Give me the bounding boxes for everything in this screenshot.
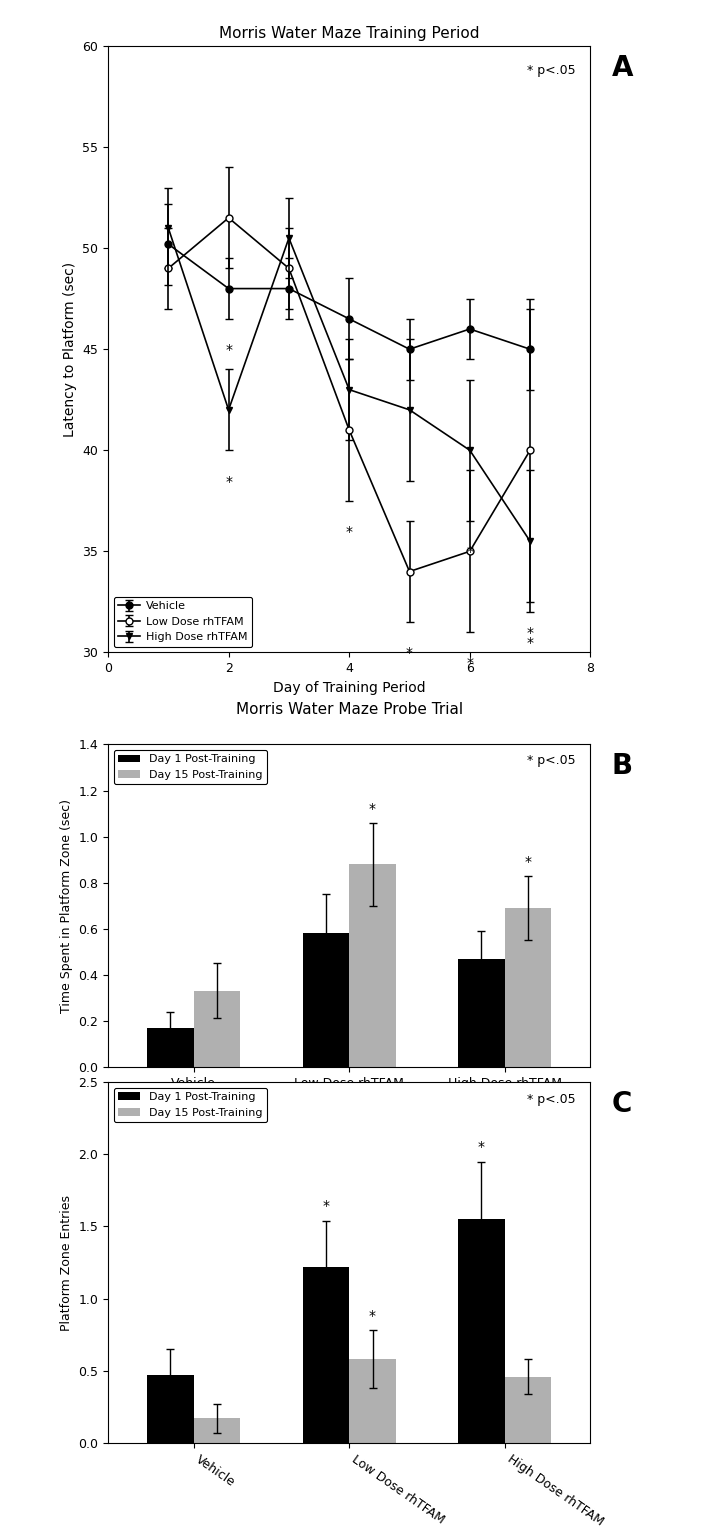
Text: * p<.05: * p<.05 [527, 64, 576, 77]
Bar [302, 933, 349, 1067]
Legend: Vehicle, Low Dose rhTFAM, High Dose rhTFAM: Vehicle, Low Dose rhTFAM, High Dose rhTF… [114, 597, 252, 646]
Bar [194, 1418, 240, 1443]
Bar [147, 1375, 194, 1443]
Text: *: * [323, 1199, 329, 1214]
X-axis label: Day of Training Period: Day of Training Period [273, 680, 426, 695]
Y-axis label: Time Spent in Platform Zone (sec): Time Spent in Platform Zone (sec) [60, 798, 73, 1013]
Text: *: * [346, 525, 353, 539]
Text: *: * [225, 344, 232, 358]
Text: * p<.05: * p<.05 [527, 1093, 576, 1107]
Legend: Day 1 Post-Training, Day 15 Post-Training: Day 1 Post-Training, Day 15 Post-Trainin… [114, 751, 267, 784]
Text: *: * [369, 1309, 376, 1323]
Bar [147, 1028, 194, 1067]
Bar [302, 1266, 349, 1443]
Text: * p<.05: * p<.05 [527, 754, 576, 768]
Bar [505, 1377, 552, 1443]
Bar [458, 958, 505, 1067]
Text: *: * [369, 801, 376, 817]
Text: *: * [406, 646, 413, 660]
Text: *: * [526, 635, 534, 651]
Legend: Day 1 Post-Training, Day 15 Post-Training: Day 1 Post-Training, Day 15 Post-Trainin… [114, 1088, 267, 1122]
Text: *: * [526, 626, 534, 640]
Y-axis label: Platform Zone Entries: Platform Zone Entries [60, 1194, 73, 1331]
Text: B: B [612, 752, 633, 780]
Text: *: * [467, 657, 473, 671]
Text: C: C [612, 1090, 632, 1117]
Bar [458, 1219, 505, 1443]
Y-axis label: Latency to Platform (sec): Latency to Platform (sec) [63, 261, 77, 437]
Title: Morris Water Maze Training Period: Morris Water Maze Training Period [219, 26, 480, 41]
Text: *: * [525, 855, 531, 869]
Text: *: * [467, 545, 473, 559]
Bar [349, 864, 396, 1067]
Text: Morris Water Maze Probe Trial: Morris Water Maze Probe Trial [235, 703, 463, 717]
Bar [349, 1358, 396, 1443]
Text: *: * [478, 1141, 485, 1154]
Text: A: A [612, 54, 634, 81]
Text: *: * [225, 474, 232, 488]
Bar [505, 907, 552, 1067]
Bar [194, 992, 240, 1067]
